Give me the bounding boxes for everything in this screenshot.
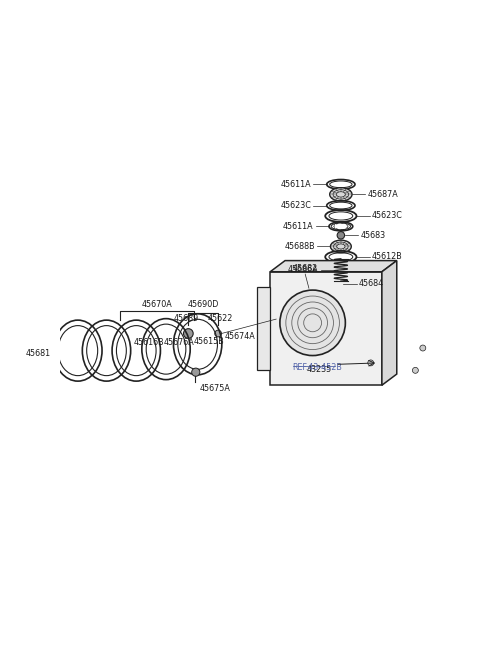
Text: 45670A: 45670A xyxy=(141,300,172,308)
Text: 45675A: 45675A xyxy=(200,384,230,393)
Text: 45674A: 45674A xyxy=(225,332,255,341)
Text: 45690D: 45690D xyxy=(188,300,219,309)
Circle shape xyxy=(412,367,419,373)
Circle shape xyxy=(183,329,193,338)
Bar xyxy=(338,278,344,289)
Text: 45616B: 45616B xyxy=(133,338,164,348)
Text: 45623C: 45623C xyxy=(372,211,403,220)
Text: 45686A: 45686A xyxy=(288,266,319,274)
Polygon shape xyxy=(257,287,270,371)
Ellipse shape xyxy=(330,240,351,253)
Text: 43235: 43235 xyxy=(307,365,332,374)
Ellipse shape xyxy=(330,188,352,201)
Text: 45623C: 45623C xyxy=(280,201,311,210)
Text: 45682: 45682 xyxy=(293,264,318,274)
Text: 45687A: 45687A xyxy=(368,190,398,199)
Ellipse shape xyxy=(338,276,344,280)
Text: 45611A: 45611A xyxy=(283,222,313,231)
Text: 45612B: 45612B xyxy=(372,253,403,261)
Ellipse shape xyxy=(339,291,342,293)
Text: 45622: 45622 xyxy=(207,314,233,323)
Text: 45689: 45689 xyxy=(174,314,199,323)
Text: 45684: 45684 xyxy=(359,279,384,288)
Text: 45681: 45681 xyxy=(25,349,51,358)
Bar xyxy=(270,272,382,385)
Polygon shape xyxy=(270,260,397,272)
Circle shape xyxy=(337,232,345,239)
Text: 45676A: 45676A xyxy=(163,338,194,348)
Circle shape xyxy=(215,330,221,337)
Text: 45683: 45683 xyxy=(360,231,385,240)
Text: 45615B: 45615B xyxy=(193,337,224,346)
Circle shape xyxy=(368,360,374,366)
Text: REF.43-452B: REF.43-452B xyxy=(292,363,342,372)
Polygon shape xyxy=(382,260,397,385)
Text: 45688B: 45688B xyxy=(284,242,315,251)
Text: 45611A: 45611A xyxy=(280,180,311,189)
Circle shape xyxy=(192,368,200,377)
Ellipse shape xyxy=(280,290,346,356)
Circle shape xyxy=(420,345,426,351)
